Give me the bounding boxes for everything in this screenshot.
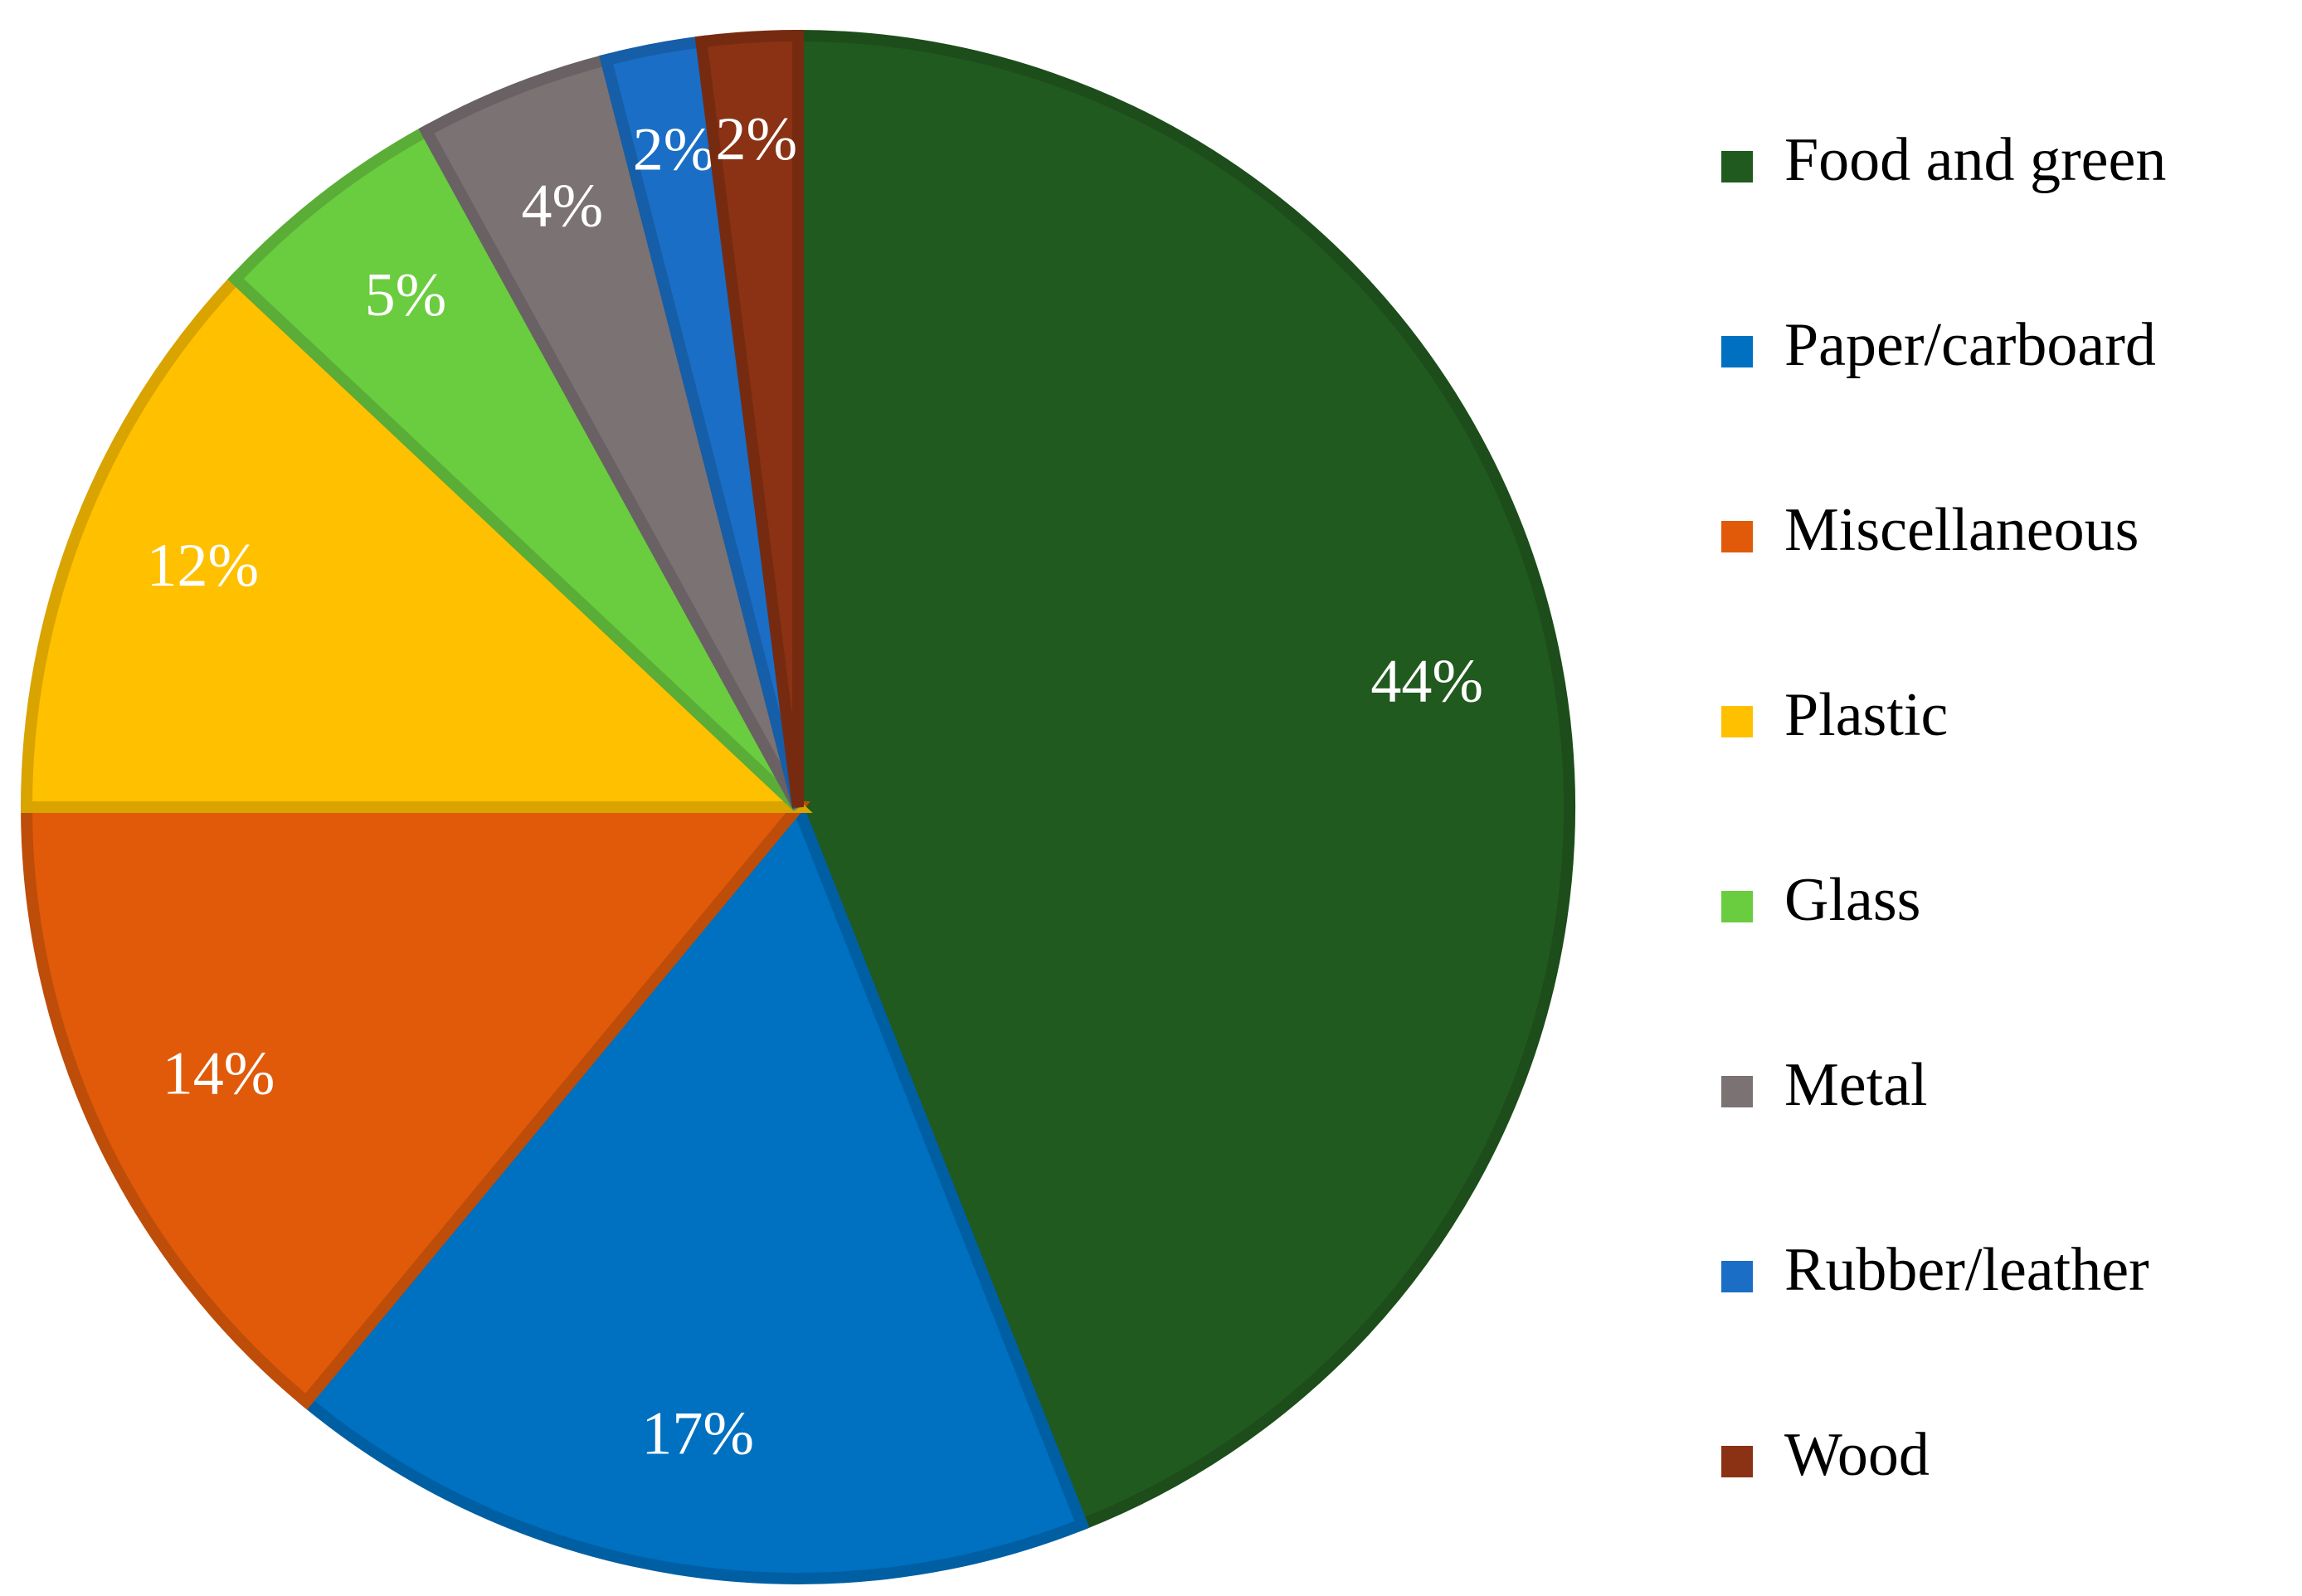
pie-slice	[20, 270, 813, 813]
legend-swatch	[1721, 1076, 1753, 1107]
legend-label: Paper/carboard	[1784, 311, 2156, 379]
pie-slice	[227, 123, 804, 812]
slice-label: 12%	[146, 532, 259, 600]
slice-label: 44%	[1370, 647, 1483, 715]
pie-slice	[298, 796, 1090, 1584]
slice-label: 17%	[641, 1399, 754, 1467]
legend-swatch	[1721, 151, 1753, 182]
legend-label: Rubber/leather	[1784, 1236, 2149, 1304]
pie-slice	[792, 29, 1575, 1532]
slice-label: 4%	[522, 172, 604, 240]
pie-slice	[418, 52, 804, 810]
legend-label: Plastic	[1784, 681, 1948, 749]
legend-swatch	[1721, 891, 1753, 922]
legend-label: Miscellaneous	[1784, 496, 2139, 564]
legend-swatch	[1721, 1261, 1753, 1292]
legend-label: Food and green	[1784, 126, 2166, 194]
slice-label: 2%	[633, 115, 715, 183]
legend-label: Glass	[1784, 866, 1920, 934]
slice-label: 5%	[365, 261, 447, 329]
legend-swatch	[1721, 1446, 1753, 1477]
legend-swatch	[1721, 521, 1753, 552]
legend-swatch	[1721, 706, 1753, 737]
slice-label: 14%	[163, 1040, 275, 1108]
pie-slice	[694, 29, 804, 808]
pie-slice	[20, 801, 810, 1410]
legend-swatch	[1721, 336, 1753, 367]
slice-label: 2%	[715, 105, 797, 173]
legend-label: Wood	[1784, 1421, 1930, 1489]
legend-label: Metal	[1784, 1051, 1928, 1119]
